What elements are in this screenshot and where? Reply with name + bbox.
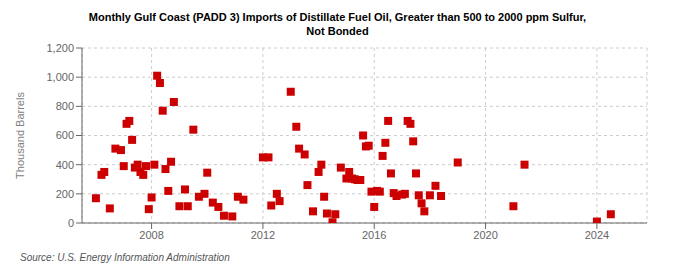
svg-text:2024: 2024	[585, 229, 609, 241]
svg-text:200: 200	[56, 188, 74, 200]
svg-text:2008: 2008	[139, 229, 163, 241]
svg-text:600: 600	[56, 129, 74, 141]
html-text:Monthly Gulf Coast (PADD 3) Im: Monthly Gulf Coast (PADD 3) Imports of D…	[88, 11, 587, 23]
svg-text:Thousand Barrels: Thousand Barrels	[14, 92, 26, 179]
svg-text:2020: 2020	[473, 229, 497, 241]
svg-text:0: 0	[68, 217, 74, 229]
html-text:Not Bonded: Not Bonded	[306, 25, 369, 37]
svg-text:1,200: 1,200	[46, 42, 74, 54]
svg-text:800: 800	[56, 100, 74, 112]
svg-text:400: 400	[56, 159, 74, 171]
svg-text:2012: 2012	[251, 229, 275, 241]
svg-text:1,000: 1,000	[46, 71, 74, 83]
html-text:Source: U.S. Energy Informatio: Source: U.S. Energy Information Administ…	[20, 252, 230, 263]
svg-text:2016: 2016	[362, 229, 386, 241]
